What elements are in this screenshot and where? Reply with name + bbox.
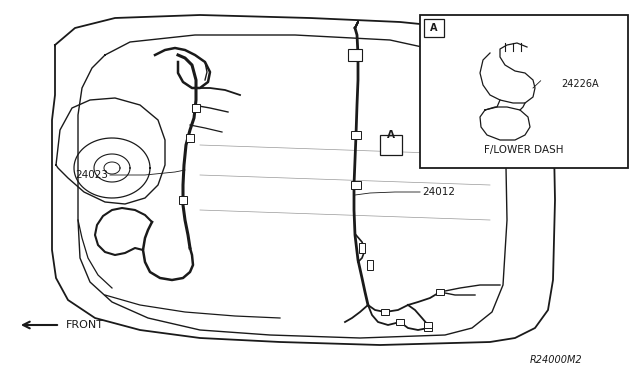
Bar — [348, 49, 362, 61]
Bar — [186, 134, 194, 142]
Text: F/LOWER DASH: F/LOWER DASH — [484, 145, 564, 155]
Text: A: A — [387, 130, 395, 140]
Bar — [351, 51, 361, 59]
Bar — [351, 181, 361, 189]
Text: 24226A: 24226A — [561, 79, 599, 89]
Bar — [424, 322, 432, 328]
Text: 24012: 24012 — [422, 187, 455, 197]
Bar — [179, 196, 187, 204]
Bar — [424, 19, 444, 37]
Bar — [367, 260, 373, 270]
Bar — [436, 289, 444, 295]
Text: A: A — [430, 23, 438, 33]
Bar — [192, 104, 200, 112]
Text: R24000M2: R24000M2 — [530, 355, 582, 365]
Bar — [424, 325, 432, 331]
Bar — [380, 135, 402, 155]
Bar — [420, 15, 628, 168]
Text: 24023: 24023 — [75, 170, 108, 180]
Text: FRONT: FRONT — [66, 320, 104, 330]
Bar — [359, 243, 365, 253]
Bar — [381, 309, 389, 315]
Bar — [351, 131, 361, 139]
Bar — [396, 319, 404, 325]
